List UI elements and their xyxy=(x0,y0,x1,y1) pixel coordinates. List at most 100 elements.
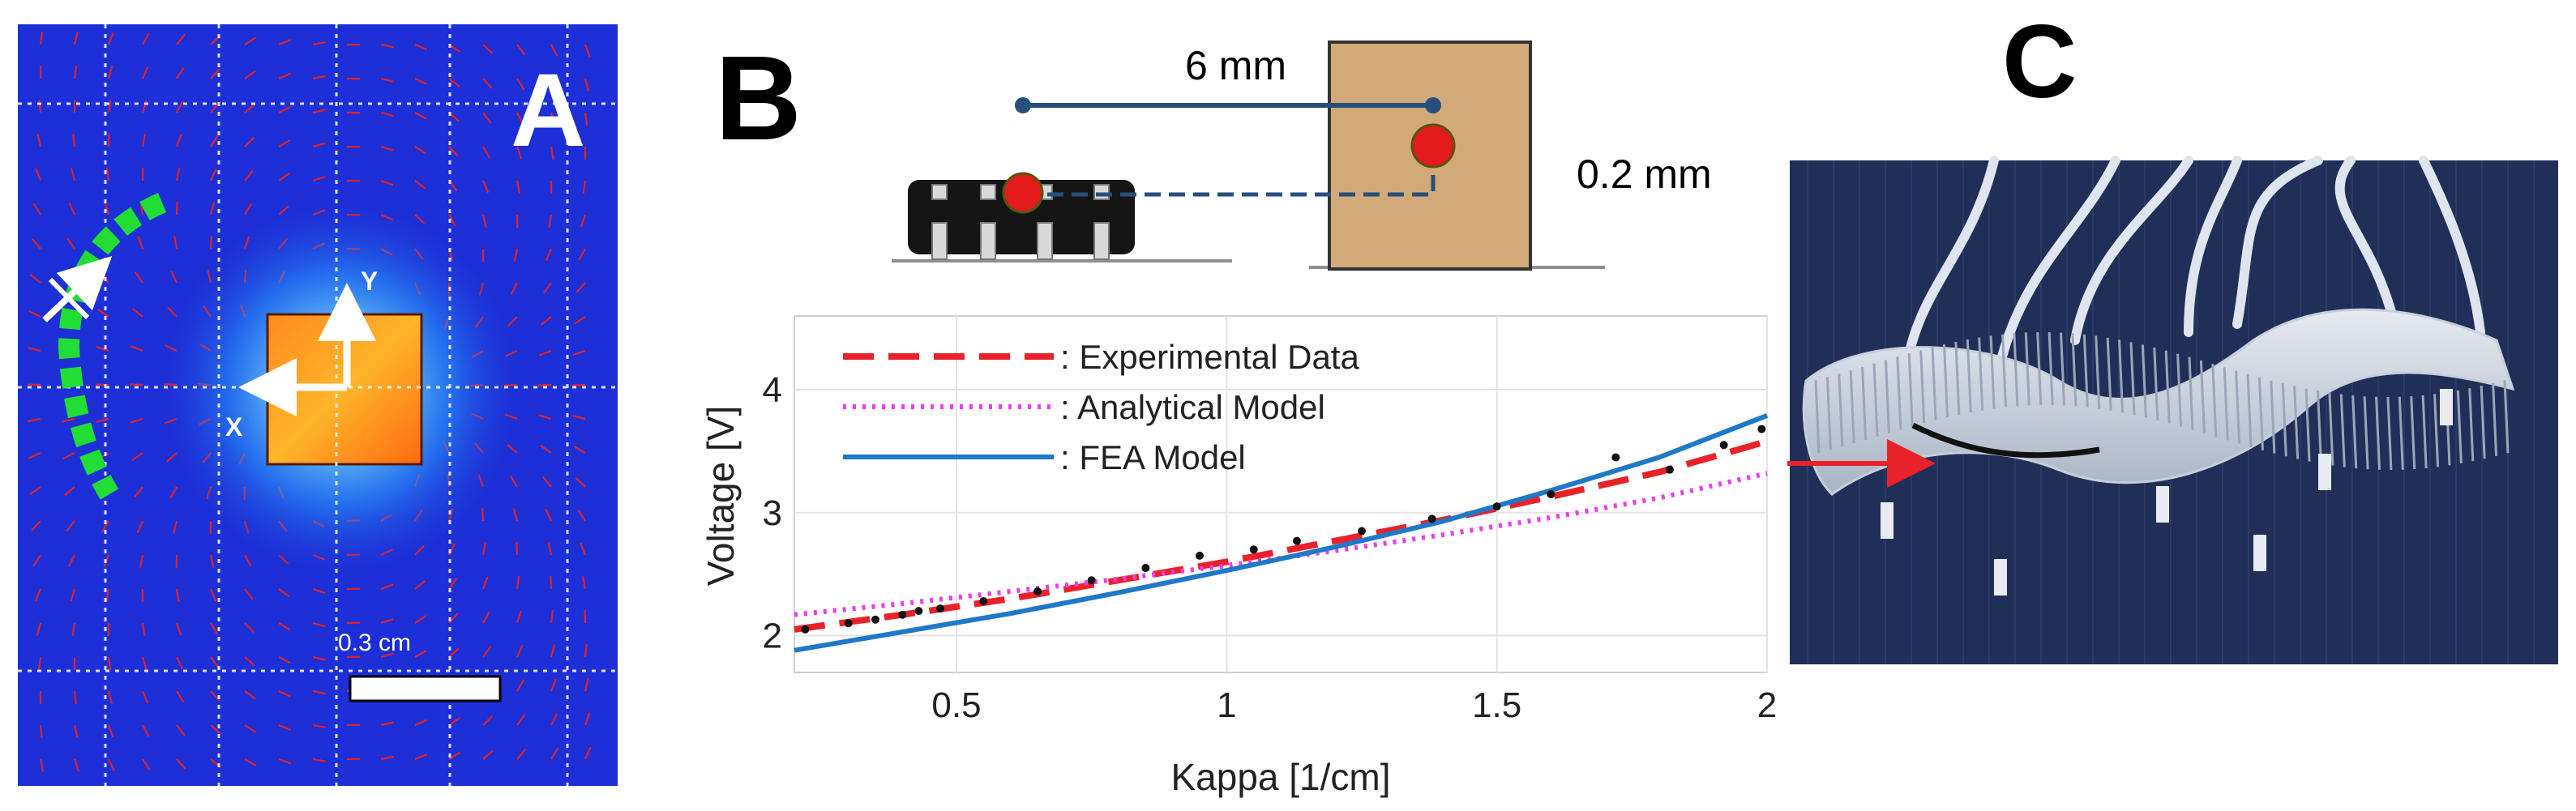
field-arrow xyxy=(510,282,518,295)
field-arrow xyxy=(482,112,492,124)
field-arrow xyxy=(137,236,144,250)
field-arrow xyxy=(509,475,518,488)
field-arrow xyxy=(550,713,558,726)
field-arrow xyxy=(31,520,41,531)
robot-rib xyxy=(2386,396,2393,471)
field-arrow xyxy=(448,751,461,760)
field-arrow xyxy=(278,72,292,80)
robot-rib xyxy=(2281,383,2287,457)
field-arrow xyxy=(580,542,587,556)
robot-rib xyxy=(2351,395,2358,469)
gap-label: 0.2 mm xyxy=(1577,152,1712,197)
field-arrow xyxy=(141,100,148,113)
robot-rib xyxy=(2164,350,2171,424)
field-arrow xyxy=(209,588,217,602)
field-arrow xyxy=(141,622,146,636)
tubes xyxy=(1900,156,2485,386)
field-arrow xyxy=(481,542,486,556)
field-arrow xyxy=(482,749,494,760)
data-point xyxy=(979,597,988,605)
field-arrow xyxy=(312,176,326,182)
field-arrow xyxy=(577,509,586,522)
field-arrow xyxy=(209,554,215,568)
field-arrow xyxy=(244,690,256,700)
field-arrow xyxy=(380,43,394,49)
robot-rib xyxy=(2293,386,2300,459)
field-arrow xyxy=(96,417,109,424)
field-arrow xyxy=(28,309,41,318)
x-tick-label: 2 xyxy=(1757,685,1777,725)
field-arrow xyxy=(210,68,220,79)
robot-rib xyxy=(2304,388,2311,462)
data-point xyxy=(1196,551,1204,560)
field-arrow xyxy=(482,611,490,624)
field-arrow xyxy=(516,146,523,160)
field-arrow xyxy=(448,717,460,726)
field-arrow xyxy=(176,100,184,113)
robot-rib xyxy=(2421,395,2428,468)
robot-rib xyxy=(2339,394,2346,467)
field-arrow xyxy=(414,112,427,120)
panel-c: C xyxy=(1787,4,2558,664)
robot-rib xyxy=(2095,335,2101,409)
robot-ribs xyxy=(1814,331,2510,471)
field-arrow xyxy=(95,383,109,386)
field-arrow xyxy=(108,758,115,771)
robot-rib xyxy=(2257,377,2264,450)
legend-label: : Analytical Model xyxy=(1060,388,1325,426)
field-arrow xyxy=(550,44,558,57)
field-arrow xyxy=(513,248,519,262)
field-arrow xyxy=(312,723,326,729)
data-point xyxy=(1358,527,1366,536)
field-arrow xyxy=(516,714,526,726)
robot-rib xyxy=(2211,364,2218,438)
field-arrow xyxy=(578,248,586,261)
robot-rib xyxy=(1814,380,1821,454)
field-arrow xyxy=(131,308,143,318)
field-arrow xyxy=(176,758,186,770)
data-point xyxy=(898,610,907,619)
field-arrow xyxy=(278,39,292,46)
field-arrow xyxy=(448,146,459,157)
field-arrow xyxy=(141,690,149,704)
field-arrow xyxy=(380,618,394,625)
field-arrow xyxy=(550,575,553,590)
field-arrow xyxy=(414,615,426,624)
data-point xyxy=(914,607,923,616)
field-arrow xyxy=(173,236,178,250)
field-arrow xyxy=(414,719,428,727)
field-arrow xyxy=(482,715,494,726)
robot-rib xyxy=(2433,394,2440,467)
field-arrow xyxy=(107,656,112,671)
scale-label: 0.3 cm xyxy=(338,630,411,656)
field-arrow xyxy=(96,345,109,352)
field-arrow xyxy=(169,486,178,499)
field-arrow xyxy=(32,203,41,216)
field-arrow xyxy=(448,78,460,88)
field-arrow xyxy=(101,520,109,533)
field-arrow xyxy=(312,689,326,695)
field-arrow xyxy=(542,476,552,488)
field-arrow xyxy=(176,656,183,669)
field-arrow xyxy=(312,587,326,594)
robot-rib xyxy=(1872,363,1879,437)
field-arrow xyxy=(244,656,255,667)
field-arrow xyxy=(38,99,42,113)
field-arrow xyxy=(135,271,143,284)
robot-rib xyxy=(2071,333,2077,407)
field-arrow xyxy=(176,690,185,703)
field-arrow xyxy=(73,690,77,705)
field-arrow xyxy=(175,622,182,636)
field-arrow xyxy=(29,486,41,496)
field-arrow xyxy=(312,75,326,80)
field-arrow xyxy=(312,41,326,46)
field-arrow xyxy=(516,112,524,125)
robot-rib xyxy=(2492,382,2498,456)
field-arrow xyxy=(104,202,110,216)
field-arrow xyxy=(576,282,586,293)
robot-rib xyxy=(2328,392,2334,466)
field-arrow xyxy=(584,678,589,692)
field-arrow xyxy=(312,109,326,114)
field-arrow xyxy=(175,168,181,181)
field-arrow xyxy=(550,747,559,760)
